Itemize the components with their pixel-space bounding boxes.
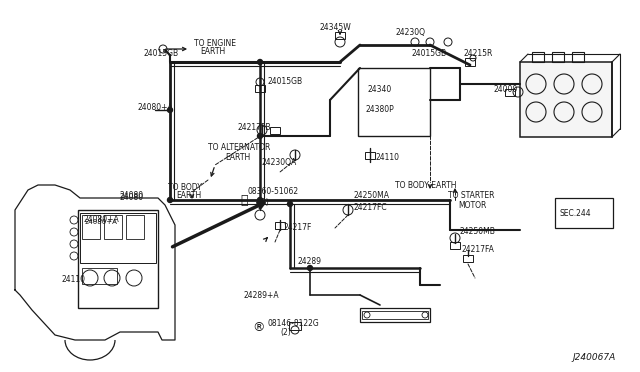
Text: 24015GB: 24015GB [143, 48, 178, 58]
Text: 24080+A: 24080+A [138, 103, 173, 112]
Text: (2): (2) [280, 328, 291, 337]
Bar [365, 151, 375, 158]
Circle shape [168, 198, 173, 202]
Bar [82, 215, 100, 239]
Text: 24000: 24000 [494, 86, 518, 94]
Circle shape [168, 108, 173, 112]
Bar [555, 198, 613, 228]
Text: 24345W: 24345W [320, 23, 352, 32]
Text: 24289: 24289 [298, 257, 322, 266]
Bar [82, 268, 117, 284]
Text: 24250MB: 24250MB [460, 228, 496, 237]
Circle shape [257, 134, 262, 138]
Bar [532, 52, 544, 62]
Bar [255, 84, 265, 92]
Bar [463, 254, 473, 262]
Circle shape [307, 266, 312, 270]
Circle shape [257, 198, 262, 202]
Text: 24217FA: 24217FA [462, 246, 495, 254]
Bar [572, 52, 584, 62]
Text: TO ALTERNATOR: TO ALTERNATOR [208, 144, 270, 153]
Text: EARTH: EARTH [225, 153, 250, 161]
Text: 24015GB: 24015GB [268, 77, 303, 87]
Text: J240067A: J240067A [572, 353, 615, 362]
Text: 08360-51062: 08360-51062 [248, 187, 299, 196]
Bar [465, 58, 475, 66]
Text: EARTH: EARTH [200, 48, 225, 57]
Text: TO ENGINE: TO ENGINE [194, 39, 236, 48]
Text: 24289+A: 24289+A [244, 292, 280, 301]
Bar [104, 215, 122, 239]
Bar [126, 215, 144, 239]
Bar [362, 311, 428, 319]
Circle shape [287, 202, 292, 206]
Text: ®: ® [253, 321, 265, 334]
Bar [270, 126, 280, 134]
Text: 24110: 24110 [375, 154, 399, 163]
Text: EARTH: EARTH [176, 192, 201, 201]
Text: MOTOR: MOTOR [458, 201, 486, 209]
Bar [552, 52, 564, 62]
Text: 24080: 24080 [120, 193, 144, 202]
Text: 24080+A: 24080+A [85, 219, 118, 225]
Bar [450, 241, 460, 248]
Text: 24215R: 24215R [463, 48, 492, 58]
Bar [360, 308, 430, 322]
Bar [335, 32, 345, 38]
Text: TO BODY: TO BODY [168, 183, 202, 192]
Bar [78, 210, 158, 308]
Text: 24110: 24110 [62, 276, 86, 285]
Circle shape [257, 60, 262, 64]
Text: 24217F: 24217F [284, 222, 312, 231]
Text: SEC.244: SEC.244 [560, 208, 591, 218]
Text: 24380P: 24380P [366, 106, 395, 115]
Text: TO STARTER: TO STARTER [448, 190, 495, 199]
Bar [275, 221, 285, 228]
Bar [505, 89, 515, 96]
Text: 24230Q: 24230Q [395, 29, 425, 38]
Text: 24230QA: 24230QA [262, 157, 297, 167]
Text: Ⓢ: Ⓢ [240, 193, 248, 206]
Text: 24080+A: 24080+A [83, 215, 119, 224]
Bar [520, 62, 612, 137]
Bar [289, 322, 301, 330]
Text: (2): (2) [258, 198, 269, 206]
Text: 24080: 24080 [120, 192, 144, 201]
Text: 08146-8122G: 08146-8122G [268, 320, 320, 328]
Text: 24250MA: 24250MA [354, 192, 390, 201]
Text: TO BODY EARTH: TO BODY EARTH [395, 182, 456, 190]
Text: 24015GB: 24015GB [412, 48, 447, 58]
Text: 24217FC: 24217FC [354, 203, 388, 212]
Bar [80, 213, 156, 263]
Text: 24340: 24340 [368, 86, 392, 94]
Bar [358, 68, 430, 136]
Text: 24217FB: 24217FB [237, 124, 271, 132]
